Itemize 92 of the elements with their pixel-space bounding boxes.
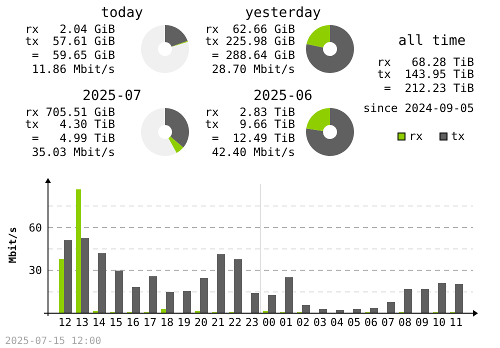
text: 2025-07-15 12:00 xyxy=(5,336,102,347)
x-tick-label: 19 xyxy=(177,316,191,329)
donut-slice xyxy=(172,40,188,47)
bar xyxy=(115,270,123,314)
x-tick-label: 08 xyxy=(398,316,412,329)
bar xyxy=(268,294,276,314)
text: tx 57.61 GiB xyxy=(24,34,116,48)
y-tick-label: 30 xyxy=(28,264,42,278)
text: = 212.23 TiB xyxy=(384,81,474,95)
bar xyxy=(404,288,412,314)
x-tick-label: 15 xyxy=(109,316,123,329)
y-axis-title: Mbit/s xyxy=(7,226,19,264)
bar xyxy=(76,189,81,314)
x-tick-label: 04 xyxy=(330,316,344,329)
bar xyxy=(217,254,225,314)
x-tick-label: 07 xyxy=(381,316,395,329)
donut-slice xyxy=(168,136,184,154)
text: since 2024-09-05 xyxy=(363,101,474,115)
bar xyxy=(251,292,259,314)
x-tick-label: 03 xyxy=(313,316,327,329)
donut-slice xyxy=(306,108,330,131)
text: 11.86 Mbit/s xyxy=(32,62,115,76)
donut-slice xyxy=(306,108,354,156)
x-tick-label: 01 xyxy=(279,316,293,329)
text: tx 225.98 GiB xyxy=(204,34,296,48)
chart-title: today xyxy=(100,5,144,21)
donut-slice xyxy=(306,25,354,73)
text: rx 62.66 GiB xyxy=(204,22,296,36)
x-tick-label: 14 xyxy=(92,316,106,329)
donut-slice xyxy=(141,108,177,156)
text: 42.40 Mbit/s xyxy=(212,145,295,159)
text: 28.70 Mbit/s xyxy=(212,62,295,76)
bar xyxy=(183,290,191,314)
x-tick-label: 09 xyxy=(415,316,429,329)
bar xyxy=(81,238,89,314)
text: all time xyxy=(398,33,466,49)
text: tx 143.95 TiB xyxy=(377,67,474,81)
x-tick-label: 02 xyxy=(296,316,310,329)
x-tick-label: 20 xyxy=(194,316,208,329)
chart-title: yesterday xyxy=(245,5,321,21)
bar xyxy=(132,286,140,314)
text: = 59.65 GiB xyxy=(32,48,116,62)
bar xyxy=(370,308,378,314)
bar xyxy=(387,302,395,314)
donut-slice xyxy=(306,25,330,48)
bar xyxy=(285,277,293,314)
bar xyxy=(302,305,310,314)
text: = 12.49 TiB xyxy=(212,131,296,145)
bar xyxy=(438,282,446,314)
x-tick-label: 23 xyxy=(245,316,259,329)
donut-slice xyxy=(165,25,188,47)
donut-slice xyxy=(141,25,189,73)
x-tick-label: 16 xyxy=(126,316,140,329)
bar xyxy=(353,309,361,314)
bar xyxy=(98,253,106,314)
text: = 4.99 TiB xyxy=(32,131,116,145)
y-tick-label: 60 xyxy=(28,221,42,234)
x-tick-label: 21 xyxy=(211,316,225,329)
bar xyxy=(234,259,242,314)
x-tick-label: 12 xyxy=(58,316,72,329)
text: rx 2.04 GiB xyxy=(24,22,116,36)
bar xyxy=(455,284,463,314)
chart-title: 2025-07 xyxy=(82,88,142,104)
x-tick-label: 13 xyxy=(75,316,89,329)
x-tick-label: 05 xyxy=(347,316,361,329)
text: rx 705.51 GiB xyxy=(24,105,116,119)
bar xyxy=(336,310,344,314)
text: tx 4.30 TiB xyxy=(24,117,116,131)
text: rx 2.83 TiB xyxy=(204,105,296,119)
x-tick-label: 18 xyxy=(160,316,174,329)
bar xyxy=(161,309,166,314)
legend-label: tx xyxy=(451,129,465,143)
text: tx 9.66 TiB xyxy=(204,117,296,131)
legend-label: rx xyxy=(409,129,423,143)
x-tick-label: 00 xyxy=(262,316,276,329)
donut-slice xyxy=(165,108,189,148)
x-tick-label: 11 xyxy=(449,316,463,329)
chart-title: 2025-06 xyxy=(253,88,313,104)
text: 35.03 Mbit/s xyxy=(32,145,115,159)
x-tick-label: 17 xyxy=(143,316,157,329)
bar xyxy=(319,309,327,314)
x-tick-label: 22 xyxy=(228,316,242,329)
bar xyxy=(166,292,174,314)
bar xyxy=(64,240,72,314)
bar xyxy=(59,259,64,314)
x-tick-label: 10 xyxy=(432,316,446,329)
text: rx 68.28 TiB xyxy=(377,55,474,69)
bar xyxy=(200,278,208,314)
bar xyxy=(149,276,157,314)
text: = 288.64 GiB xyxy=(212,48,296,62)
bar xyxy=(421,288,429,314)
x-tick-label: 06 xyxy=(364,316,378,329)
